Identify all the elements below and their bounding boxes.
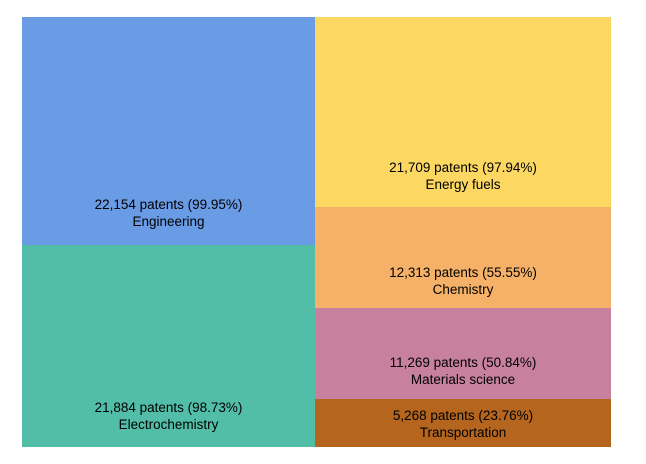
treemap-tile-energy-fuels: 21,709 patents (97.94%) Energy fuels [315,17,611,207]
treemap-tile-engineering: 22,154 patents (99.95%) Engineering [22,17,315,245]
treemap-tile-chemistry: 12,313 patents (55.55%) Chemistry [315,207,611,308]
tile-category-label: Materials science [410,371,516,387]
tile-category-label: Engineering [132,213,205,229]
tile-category-label: Energy fuels [425,176,501,192]
treemap-tile-electrochemistry: 21,884 patents (98.73%) Electrochemistry [22,245,315,447]
treemap-tile-materials-science: 11,269 patents (50.84%) Materials scienc… [315,308,611,399]
tile-value-label: 11,269 patents (50.84%) [389,355,537,370]
tile-category-label: Chemistry [432,281,494,297]
treemap-tile-transportation: 5,268 patents (23.76%) Transportation [315,399,611,447]
tile-value-label: 22,154 patents (99.95%) [94,197,243,212]
tile-value-label: 21,709 patents (97.94%) [389,160,537,175]
tile-value-label: 12,313 patents (55.55%) [389,265,537,280]
tile-value-label: 5,268 patents (23.76%) [392,408,534,423]
tile-category-label: Electrochemistry [118,416,219,432]
tile-category-label: Transportation [419,424,507,440]
treemap-chart: 22,154 patents (99.95%) Engineering 21,8… [22,17,611,447]
tile-value-label: 21,884 patents (98.73%) [94,400,243,415]
